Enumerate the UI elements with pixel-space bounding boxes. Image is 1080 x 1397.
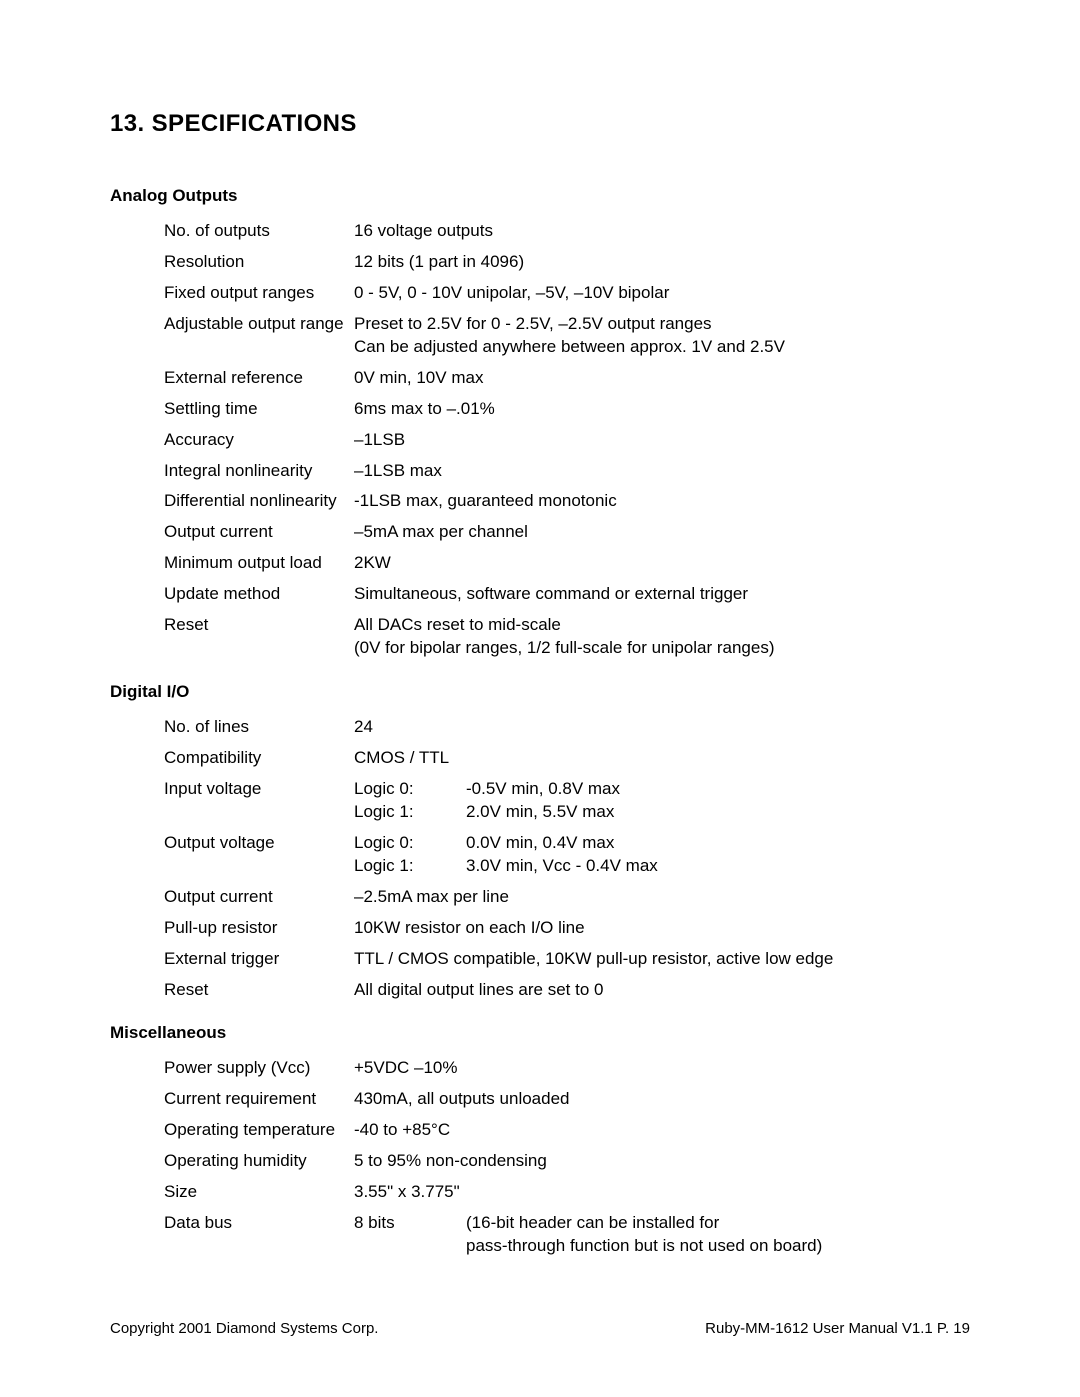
spec-value: 5 to 95% non-condensing <box>354 1150 970 1173</box>
page: 13. SPECIFICATIONS Analog Outputs No. of… <box>0 0 1080 1397</box>
page-heading: 13. SPECIFICATIONS <box>110 110 970 138</box>
spec-value: 0V min, 10V max <box>354 367 970 390</box>
spec-value: All DACs reset to mid-scale(0V for bipol… <box>354 614 970 660</box>
section-title-analog: Analog Outputs <box>110 186 970 206</box>
spec-label: Update method <box>164 583 354 606</box>
spec-value: 2KW <box>354 552 970 575</box>
spec-label: No. of lines <box>164 716 354 739</box>
spec-value: All digital output lines are set to 0 <box>354 979 970 1002</box>
spec-label: Fixed output ranges <box>164 282 354 305</box>
spec-row: Differential nonlinearity -1LSB max, gua… <box>164 490 970 513</box>
spec-row: Minimum output load 2KW <box>164 552 970 575</box>
spec-row: Operating humidity 5 to 95% non-condensi… <box>164 1150 970 1173</box>
spec-value: CMOS / TTL <box>354 747 970 770</box>
spec-label: Pull-up resistor <box>164 917 354 940</box>
spec-subvalue-b: 0.0V min, 0.4V max3.0V min, Vcc - 0.4V m… <box>466 832 970 878</box>
spec-row: No. of outputs 16 voltage outputs <box>164 220 970 243</box>
spec-subvalue-a: Logic 0:Logic 1: <box>354 778 466 824</box>
spec-row: Settling time 6ms max to –.01% <box>164 398 970 421</box>
footer-right: Ruby-MM-1612 User Manual V1.1 P. 19 <box>705 1320 970 1337</box>
spec-row: External reference 0V min, 10V max <box>164 367 970 390</box>
spec-value: –2.5mA max per line <box>354 886 970 909</box>
spec-row: Size 3.55" x 3.775" <box>164 1181 970 1204</box>
spec-value: TTL / CMOS compatible, 10KW pull-up resi… <box>354 948 970 971</box>
footer-left: Copyright 2001 Diamond Systems Corp. <box>110 1320 378 1337</box>
spec-label: Minimum output load <box>164 552 354 575</box>
page-footer: Copyright 2001 Diamond Systems Corp. Rub… <box>110 1320 970 1337</box>
spec-label: Reset <box>164 979 354 1002</box>
spec-row: Reset All DACs reset to mid-scale(0V for… <box>164 614 970 660</box>
spec-row: Update method Simultaneous, software com… <box>164 583 970 606</box>
spec-subvalue-b: -0.5V min, 0.8V max2.0V min, 5.5V max <box>466 778 970 824</box>
spec-value: +5VDC –10% <box>354 1057 970 1080</box>
spec-label: Output current <box>164 886 354 909</box>
spec-value: 24 <box>354 716 970 739</box>
spec-value: 3.55" x 3.775" <box>354 1181 970 1204</box>
spec-label: Input voltage <box>164 778 354 801</box>
spec-row: Reset All digital output lines are set t… <box>164 979 970 1002</box>
spec-row: Output current –5mA max per channel <box>164 521 970 544</box>
spec-value: 8 bits (16-bit header can be installed f… <box>354 1212 970 1258</box>
spec-label: Current requirement <box>164 1088 354 1111</box>
spec-label: Compatibility <box>164 747 354 770</box>
spec-row: Operating temperature -40 to +85°C <box>164 1119 970 1142</box>
spec-row: Integral nonlinearity –1LSB max <box>164 460 970 483</box>
spec-subvalue-b: (16-bit header can be installed forpass-… <box>466 1212 970 1258</box>
section-title-digital: Digital I/O <box>110 682 970 702</box>
spec-row: Data bus 8 bits (16-bit header can be in… <box>164 1212 970 1258</box>
spec-label: Output current <box>164 521 354 544</box>
spec-block-misc: Power supply (Vcc) +5VDC –10% Current re… <box>110 1057 970 1258</box>
spec-label: Size <box>164 1181 354 1204</box>
spec-value: Preset to 2.5V for 0 - 2.5V, –2.5V outpu… <box>354 313 970 359</box>
spec-block-analog: No. of outputs 16 voltage outputs Resolu… <box>110 220 970 660</box>
spec-label: External reference <box>164 367 354 390</box>
spec-value: –1LSB <box>354 429 970 452</box>
spec-value: Logic 0:Logic 1: 0.0V min, 0.4V max3.0V … <box>354 832 970 878</box>
spec-subvalue-a: Logic 0:Logic 1: <box>354 832 466 878</box>
spec-row: Input voltage Logic 0:Logic 1: -0.5V min… <box>164 778 970 824</box>
spec-row: External trigger TTL / CMOS compatible, … <box>164 948 970 971</box>
spec-value: Logic 0:Logic 1: -0.5V min, 0.8V max2.0V… <box>354 778 970 824</box>
spec-label: Operating temperature <box>164 1119 354 1142</box>
spec-subvalue-a: 8 bits <box>354 1212 466 1258</box>
section-title-misc: Miscellaneous <box>110 1023 970 1043</box>
spec-block-digital: No. of lines 24 Compatibility CMOS / TTL… <box>110 716 970 1001</box>
spec-row: No. of lines 24 <box>164 716 970 739</box>
spec-label: No. of outputs <box>164 220 354 243</box>
spec-value: -1LSB max, guaranteed monotonic <box>354 490 970 513</box>
spec-value: –1LSB max <box>354 460 970 483</box>
spec-label: Power supply (Vcc) <box>164 1057 354 1080</box>
spec-value: Simultaneous, software command or extern… <box>354 583 970 606</box>
spec-value: 430mA, all outputs unloaded <box>354 1088 970 1111</box>
spec-value: -40 to +85°C <box>354 1119 970 1142</box>
spec-value: 0 - 5V, 0 - 10V unipolar, –5V, –10V bipo… <box>354 282 970 305</box>
spec-row: Resolution 12 bits (1 part in 4096) <box>164 251 970 274</box>
spec-label: External trigger <box>164 948 354 971</box>
spec-value: 10KW resistor on each I/O line <box>354 917 970 940</box>
spec-label: Output voltage <box>164 832 354 855</box>
spec-label: Accuracy <box>164 429 354 452</box>
spec-label: Operating humidity <box>164 1150 354 1173</box>
spec-row: Current requirement 430mA, all outputs u… <box>164 1088 970 1111</box>
spec-row: Power supply (Vcc) +5VDC –10% <box>164 1057 970 1080</box>
spec-row: Adjustable output range Preset to 2.5V f… <box>164 313 970 359</box>
spec-label: Data bus <box>164 1212 354 1235</box>
spec-row: Accuracy –1LSB <box>164 429 970 452</box>
spec-row: Fixed output ranges 0 - 5V, 0 - 10V unip… <box>164 282 970 305</box>
spec-row: Pull-up resistor 10KW resistor on each I… <box>164 917 970 940</box>
spec-label: Resolution <box>164 251 354 274</box>
spec-row: Output current –2.5mA max per line <box>164 886 970 909</box>
spec-label: Differential nonlinearity <box>164 490 354 513</box>
spec-row: Output voltage Logic 0:Logic 1: 0.0V min… <box>164 832 970 878</box>
spec-label: Adjustable output range <box>164 313 354 336</box>
spec-value: –5mA max per channel <box>354 521 970 544</box>
spec-value: 12 bits (1 part in 4096) <box>354 251 970 274</box>
spec-label: Reset <box>164 614 354 637</box>
spec-value: 6ms max to –.01% <box>354 398 970 421</box>
spec-label: Integral nonlinearity <box>164 460 354 483</box>
spec-value: 16 voltage outputs <box>354 220 970 243</box>
spec-row: Compatibility CMOS / TTL <box>164 747 970 770</box>
spec-label: Settling time <box>164 398 354 421</box>
